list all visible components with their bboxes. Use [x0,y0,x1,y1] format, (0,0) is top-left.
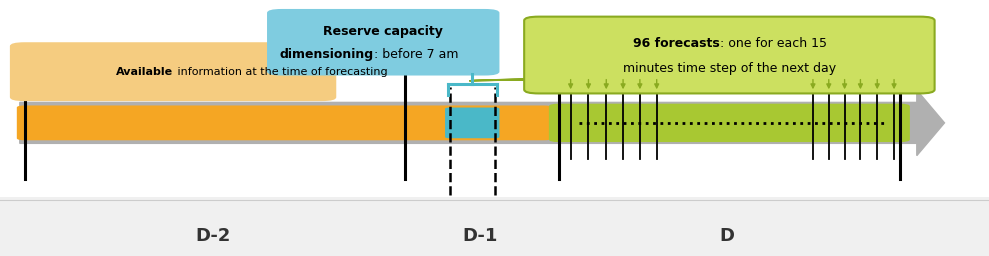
Text: D: D [719,227,735,244]
Text: 96 forecasts: 96 forecasts [633,37,720,50]
Text: : before 7 am: : before 7 am [374,48,459,60]
Text: : one for each 15: : one for each 15 [721,37,828,50]
FancyBboxPatch shape [445,108,499,138]
Text: dimensioning: dimensioning [279,48,374,60]
FancyBboxPatch shape [524,17,935,93]
FancyBboxPatch shape [0,197,405,256]
Text: minutes time step of the next day: minutes time step of the next day [623,62,836,75]
FancyBboxPatch shape [549,104,910,142]
Text: Reserve capacity: Reserve capacity [323,25,443,38]
Text: D-2: D-2 [195,227,230,244]
FancyBboxPatch shape [17,105,552,140]
FancyBboxPatch shape [405,197,559,256]
Text: Available: Available [116,67,173,77]
Text: D-1: D-1 [462,227,497,244]
FancyArrow shape [20,90,944,156]
Text: information at the time of forecasting: information at the time of forecasting [174,67,388,77]
FancyBboxPatch shape [10,42,336,101]
FancyBboxPatch shape [267,9,499,76]
FancyBboxPatch shape [559,197,989,256]
